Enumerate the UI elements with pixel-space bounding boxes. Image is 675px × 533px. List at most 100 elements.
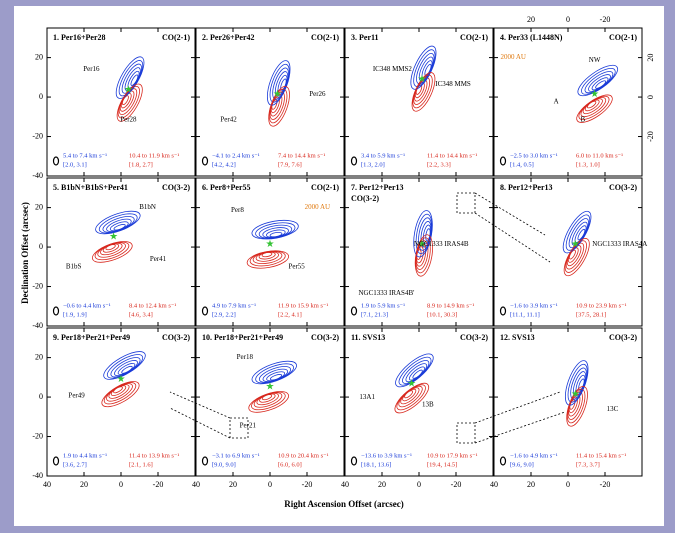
source-label: NGC1333 IRAS4B (414, 240, 469, 248)
source-label: Per18 (237, 353, 254, 361)
source-marker: ★ (417, 74, 426, 85)
panel-line: CO(3-2) (460, 333, 488, 342)
panel-title: 1. Per16+Per28 (53, 33, 106, 42)
beam (350, 306, 358, 316)
red-velocity: 10.9 to 20.4 km s⁻¹ (278, 452, 329, 459)
source-marker: ★ (571, 389, 580, 400)
red-contour (576, 94, 613, 123)
beam (499, 156, 507, 166)
x-tick-label: 0 (566, 480, 570, 489)
red-range: [1.8, 2.7] (129, 161, 153, 168)
x-tick-label: 40 (192, 480, 200, 489)
panel-title: 8. Per12+Per13 (500, 183, 553, 192)
blue-velocity: 1.9 to 5.9 km s⁻¹ (361, 302, 405, 309)
source-label: Per49 (68, 392, 85, 400)
y-tick-label: 20 (35, 202, 43, 211)
source-label: Per8 (231, 206, 244, 214)
panel-title: 11. SVS13 (351, 333, 385, 342)
beam (52, 306, 60, 316)
panel-line: CO(3-2) (162, 183, 190, 192)
source-label: NGC1333 IRAS4A (592, 240, 647, 248)
right-tick-label: -20 (646, 131, 655, 142)
red-contour (248, 391, 290, 413)
blue-velocity: −1.6 to 3.9 km s⁻¹ (510, 302, 558, 309)
x-axis-label: Right Ascension Offset (arcsec) (284, 499, 404, 509)
blue-range: [11.1, 11.1] (510, 311, 540, 318)
zoom-box (456, 192, 476, 214)
red-velocity: 11.4 to 15.4 km s⁻¹ (576, 452, 626, 459)
beam (350, 456, 358, 466)
y-tick-label: -20 (32, 431, 43, 440)
y-tick-label: 0 (39, 92, 43, 101)
x-tick-label: -20 (600, 480, 611, 489)
panel-title: 9. Per18+Per21+Per49 (53, 333, 130, 342)
blue-contour (103, 351, 146, 380)
x-tick-label: 40 (43, 480, 51, 489)
blue-contour (95, 210, 141, 235)
beam (350, 156, 358, 166)
red-velocity: 7.4 to 14.4 km s⁻¹ (278, 152, 325, 159)
panel-title: 2. Per26+Per42 (202, 33, 255, 42)
source-marker: ★ (590, 89, 599, 100)
source-label: 13B (422, 401, 434, 409)
source-label: Per26 (309, 90, 326, 98)
x-tick-label: 0 (417, 480, 421, 489)
source-label: B (580, 115, 585, 123)
zoom-connector (474, 391, 566, 444)
red-range: [7.3, 3.7] (576, 461, 600, 468)
y-axis-label: Declination Offset (arcsec) (20, 202, 30, 304)
source-label: 2000 AU (305, 203, 330, 211)
source-marker: ★ (109, 231, 118, 242)
red-range: [2.2, 4.1] (278, 311, 302, 318)
red-contour (414, 234, 433, 277)
red-contour (246, 250, 289, 269)
y-tick-label: -40 (32, 171, 43, 180)
source-label: 13A1 (359, 393, 375, 401)
source-label: B1bS (66, 262, 82, 270)
x-tick-label: -20 (302, 480, 313, 489)
red-contour (268, 85, 290, 127)
blue-range: [2.0, 3.1] (63, 161, 87, 168)
source-marker: ★ (571, 239, 580, 250)
panel-title: 6. Per8+Per55 (202, 183, 251, 192)
right-tick-label: 0 (646, 95, 655, 99)
red-range: [2.2, 3.3] (427, 161, 451, 168)
red-range: [37.5, 28.1] (576, 311, 606, 318)
panel-line: CO(2-1) (609, 33, 637, 42)
red-velocity: 11.9 to 15.9 km s⁻¹ (278, 302, 328, 309)
x-tick-label: 20 (527, 480, 535, 489)
red-velocity: 10.9 to 17.9 km s⁻¹ (427, 452, 478, 459)
source-label: Per16 (83, 65, 100, 73)
source-label: B1bN (139, 203, 156, 211)
blue-velocity: 3.4 to 5.9 km s⁻¹ (361, 152, 405, 159)
panel-line: CO(2-1) (460, 33, 488, 42)
panel-title: 4. Per33 (L1448N) (500, 33, 563, 42)
blue-velocity: −1.6 to 4.9 km s⁻¹ (510, 452, 558, 459)
panel-title: 7. Per12+Per13 (351, 183, 404, 192)
blue-contour (562, 210, 592, 254)
blue-contour (115, 56, 145, 99)
blue-contour (577, 64, 619, 97)
panel-frame (195, 327, 345, 477)
beam (499, 306, 507, 316)
source-label: A (554, 98, 559, 106)
top-tick-label: 20 (527, 15, 535, 24)
panel-frame (493, 27, 643, 177)
red-velocity: 8.9 to 14.9 km s⁻¹ (427, 302, 474, 309)
beam (52, 156, 60, 166)
blue-range: [3.6, 2.7] (63, 461, 87, 468)
blue-contour (410, 45, 437, 90)
blue-velocity: 1.9 to 4.4 km s⁻¹ (63, 452, 107, 459)
x-tick-label: 20 (80, 480, 88, 489)
right-tick-label: 20 (646, 54, 655, 62)
y-tick-label: -40 (32, 471, 43, 480)
source-label: Per41 (150, 255, 167, 263)
blue-contour (251, 360, 297, 385)
red-range: [2.1, 1.6] (129, 461, 153, 468)
blue-range: [2.9, 2.2] (212, 311, 236, 318)
red-range: [19.4, 14.5] (427, 461, 457, 468)
x-tick-label: 40 (490, 480, 498, 489)
top-tick-label: 0 (566, 15, 570, 24)
beam (499, 456, 507, 466)
